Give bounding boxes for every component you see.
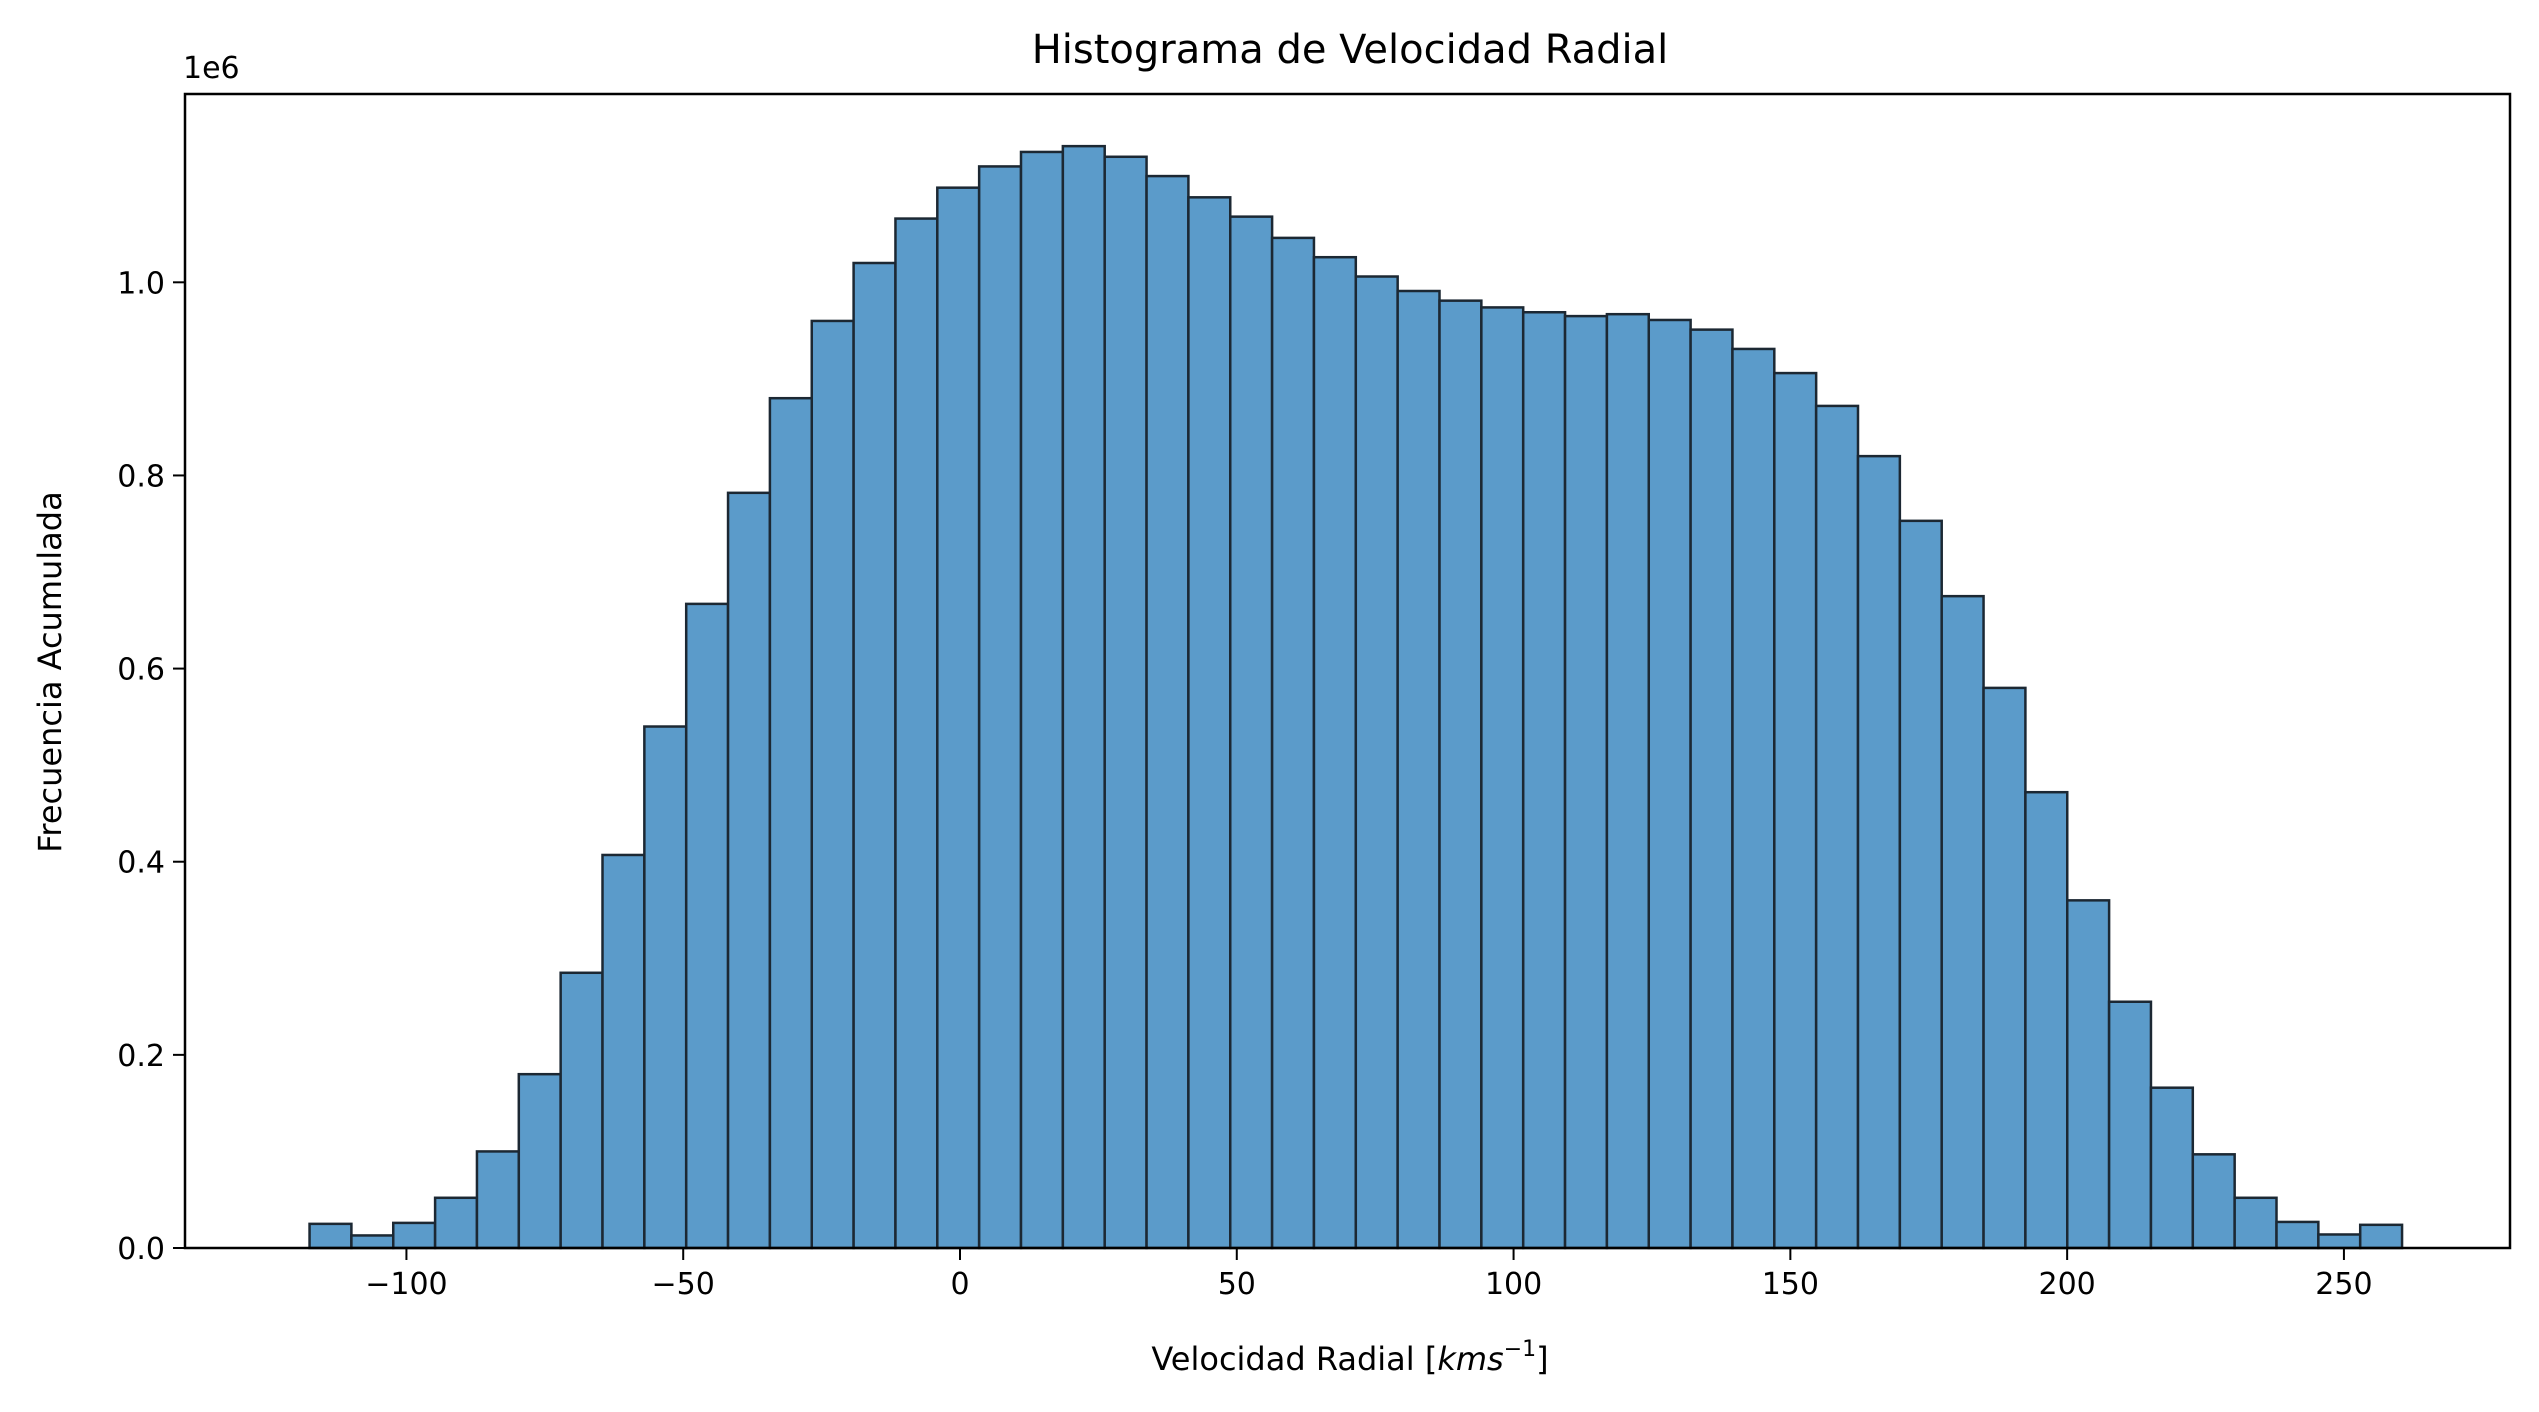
y-tick-label: 0.6 (117, 653, 165, 688)
x-axis-label: Velocidad Radial [kms−1] (1151, 1337, 1548, 1378)
x-tick-label: 200 (2039, 1267, 2096, 1302)
histogram-bar (977, 165, 1023, 1250)
histogram-bar (684, 602, 730, 1250)
histogram-bar (1019, 150, 1065, 1250)
x-tick-label: −100 (365, 1267, 447, 1302)
chart-title: Histograma de Velocidad Radial (1032, 27, 1669, 73)
histogram-bar (643, 725, 688, 1250)
histogram-bar (601, 853, 646, 1250)
x-tick-label: 150 (1762, 1267, 1819, 1302)
histogram-bar (475, 1150, 521, 1250)
histogram-bar (936, 186, 981, 1250)
x-tick-label: 100 (1485, 1267, 1542, 1302)
x-axis-label-prefix: Velocidad Radial [ (1151, 1340, 1437, 1378)
histogram-bar (1145, 174, 1190, 1250)
histogram-bar (517, 1072, 562, 1250)
bars-group (308, 144, 2404, 1250)
histogram-bar (559, 971, 604, 1250)
histogram-bar (1103, 155, 1148, 1250)
y-tick-label: 0.8 (117, 459, 165, 494)
histogram-bar (1856, 454, 1902, 1250)
histogram-bar (1814, 404, 1860, 1250)
histogram-bar (726, 491, 772, 1250)
y-tick-label: 1.0 (117, 266, 165, 301)
histogram-bar (1689, 328, 1734, 1250)
x-axis-label-exponent: −1 (1504, 1337, 1536, 1362)
histogram-bar (433, 1196, 479, 1250)
histogram-bar (1731, 347, 1776, 1250)
histogram-bar (2317, 1233, 2362, 1250)
y-axis-label: Frecuencia Acumulada (31, 491, 69, 852)
histogram-bar (1354, 275, 1399, 1250)
x-axis-label-unit: kms (1437, 1340, 1503, 1378)
histogram-bar (350, 1234, 395, 1250)
histogram-bar (1396, 289, 1441, 1250)
histogram-bar (2233, 1196, 2278, 1250)
histogram-bar (1521, 310, 1567, 1250)
x-tick-label: 50 (1218, 1267, 1256, 1302)
histogram-bar (1229, 215, 1274, 1250)
histogram-bar (1312, 255, 1358, 1250)
y-tick-label: 0.4 (117, 846, 165, 881)
plot-frame (183, 92, 2512, 1250)
histogram-bar (2024, 790, 2069, 1250)
histogram-bar (2066, 899, 2111, 1250)
x-ticks-group: −100 −50 0 50 100 150 200 250 (365, 1248, 2373, 1302)
histogram-bar (1563, 314, 1609, 1250)
histogram-bar (1061, 144, 1106, 1250)
histogram-bar (1270, 236, 1316, 1250)
x-tick-label: 0 (950, 1267, 969, 1302)
histogram-bar (1773, 371, 1818, 1250)
histogram-bar (2191, 1153, 2236, 1250)
histogram-bar (308, 1222, 353, 1250)
histogram-bar (1898, 519, 1943, 1250)
histogram-bar (1940, 594, 1985, 1250)
y-offset-label: 1e6 (183, 51, 240, 86)
histogram-bar (392, 1221, 437, 1250)
histogram-bar (1982, 686, 2027, 1250)
histogram-bar (1647, 318, 1692, 1250)
histogram-bar (852, 261, 897, 1250)
histogram-bar (2358, 1223, 2404, 1250)
histogram-bar (1187, 196, 1232, 1250)
histogram-bar (768, 396, 814, 1250)
histogram-bar (1480, 306, 1525, 1250)
histogram-bar (2149, 1086, 2195, 1250)
y-tick-label: 0.2 (117, 1039, 165, 1074)
x-axis-label-suffix: ] (1536, 1340, 1548, 1378)
histogram-bar (2275, 1220, 2320, 1250)
histogram-bar (1605, 312, 1651, 1250)
histogram-bar (1438, 299, 1483, 1250)
histogram-bar (810, 319, 855, 1250)
histogram-bar (2107, 1000, 2153, 1250)
histogram-bar (894, 217, 939, 1250)
x-tick-label: −50 (652, 1267, 715, 1302)
x-tick-label: 250 (2315, 1267, 2372, 1302)
y-ticks-group: 0.0 0.2 0.4 0.6 0.8 1.0 (117, 266, 185, 1267)
y-tick-label: 0.0 (117, 1232, 165, 1267)
